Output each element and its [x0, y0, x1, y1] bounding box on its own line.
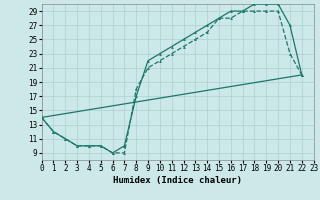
X-axis label: Humidex (Indice chaleur): Humidex (Indice chaleur): [113, 176, 242, 185]
